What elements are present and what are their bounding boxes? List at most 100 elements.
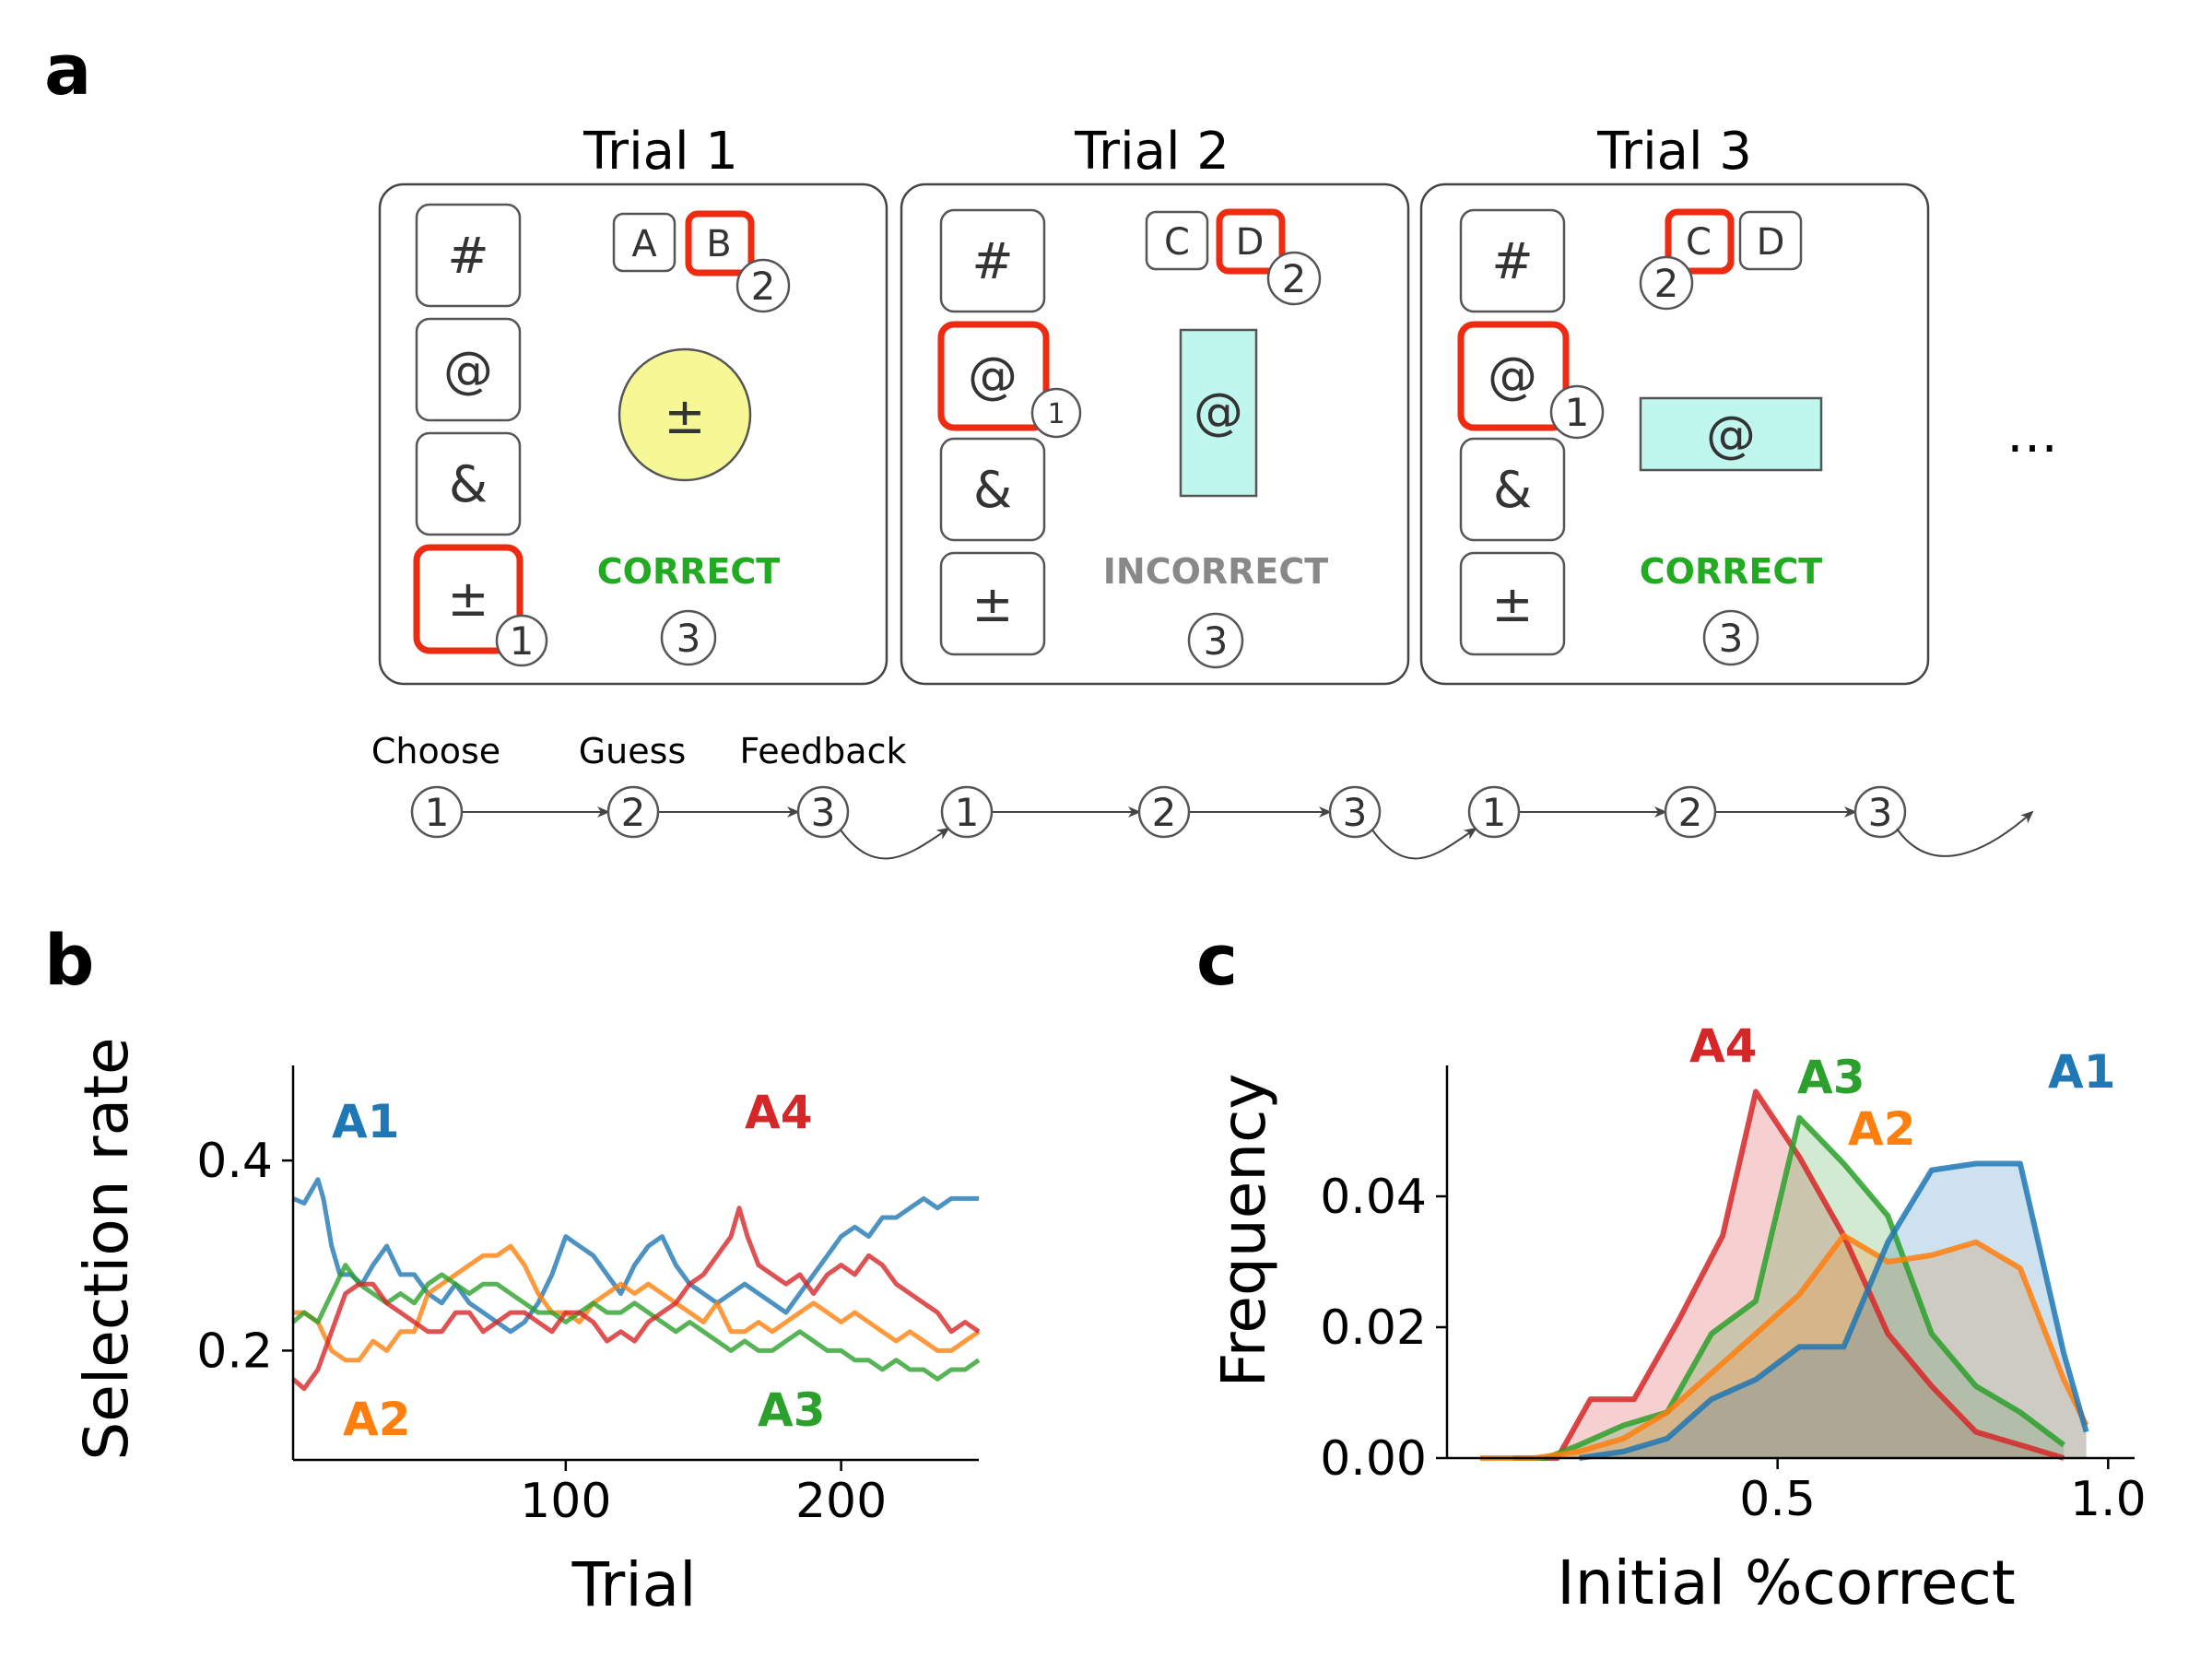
series-line-a2	[293, 1243, 981, 1363]
timeline-step-circle	[1853, 785, 1907, 839]
series-line-a1	[1579, 1160, 2089, 1461]
trial-2-option-3	[939, 437, 1046, 542]
trial-2-option-1	[939, 208, 1046, 313]
trial-2-guess-badge	[1266, 251, 1322, 306]
selection-rate-ylabel: Selection rate	[71, 1037, 142, 1460]
trial-1-option-4-symbol: ±	[447, 570, 488, 628]
selection-rate-x-tick-label: 100	[520, 1474, 611, 1529]
trial-3-option-4-symbol: ±	[1491, 575, 1533, 633]
series-label-a3-trial: A3	[758, 1383, 826, 1437]
frequency-axes: 0.5 1.0 0.00 0.02 0.04	[1320, 1065, 2147, 1527]
frequency-xlabel: Initial %correct	[1557, 1547, 2015, 1618]
trial-3-stimulus-rectangle	[1639, 396, 1823, 472]
panel-label-b: b	[44, 919, 94, 1001]
timeline-step-number: 1	[955, 790, 980, 835]
series-line-a1	[292, 1177, 979, 1335]
step-label-guess: Guess	[579, 731, 687, 771]
series-area-a3	[1512, 1117, 2065, 1458]
trial-2-option-3-symbol: &	[973, 461, 1012, 519]
trial-2-stimulus-rectangle	[1179, 328, 1258, 498]
series-label-a2-trial: A2	[343, 1393, 411, 1446]
step-label-choose: Choose	[371, 731, 500, 771]
series-label-a4-trial: A4	[745, 1086, 813, 1139]
trial-3-guess-badge	[1639, 255, 1694, 311]
selection-rate-series	[291, 1177, 981, 1392]
trial-3-option-2-symbol: @	[1488, 347, 1537, 405]
trial-2-choose-badge-number: 1	[1047, 398, 1065, 430]
trial-1-option-3-symbol: &	[449, 455, 488, 513]
trial-3-option-3-symbol: &	[1493, 461, 1532, 519]
trial-3-guess-selection	[1665, 208, 1735, 275]
trial-2-guess-badge-number: 2	[1282, 256, 1307, 301]
trial-3-guess-d-letter: D	[1757, 221, 1785, 264]
timeline-steps: 1 2 3 1 2 3 1 2 3	[410, 785, 2034, 860]
trial-2-guess-c-letter: C	[1164, 221, 1190, 264]
trial-1-option-1	[415, 203, 522, 308]
trial-2-feedback-badge-number: 3	[1204, 618, 1229, 664]
trial-3-feedback: CORRECT	[1640, 551, 1823, 592]
trial-3-choose-badge-number: 1	[1565, 390, 1590, 435]
timeline-step-number: 3	[811, 790, 836, 835]
series-label-a1-trial: A1	[332, 1095, 400, 1148]
trial-3-guess-badge-number: 2	[1654, 261, 1679, 306]
timeline-step-number: 2	[1152, 790, 1177, 835]
trial-3-option-4	[1459, 551, 1566, 656]
task-schematic: Trial 1 # @ & ± 1 A B 2 ± CORRECT 3	[371, 122, 2058, 860]
trial-2-panel: Trial 2 # @ & ± 1 C D 2 @ INCORRECT 3	[900, 122, 1410, 686]
trial-3-option-1-symbol: #	[1491, 232, 1533, 290]
trial-1-panel: Trial 1 # @ & ± 1 A B 2 ± CORRECT 3	[378, 122, 888, 686]
more-trials-ellipsis: …	[2006, 405, 2058, 465]
frequency-y-tick-label: 0.04	[1320, 1170, 1427, 1225]
timeline-step-circle	[940, 785, 994, 839]
trial-1-choose-badge	[495, 614, 548, 667]
frequency-ylabel: Frequency	[1208, 1074, 1279, 1388]
trial-1-stimulus-symbol: ±	[664, 387, 705, 445]
frequency-y-tick-label: 0.00	[1320, 1431, 1427, 1487]
timeline-step-circle	[1328, 785, 1382, 839]
trial-1-option-1-symbol: #	[447, 227, 488, 285]
selection-rate-xlabel: Trial	[571, 1549, 697, 1620]
series-label-a1-freq: A1	[2048, 1045, 2116, 1099]
trial-3-option-3	[1459, 437, 1566, 542]
trial-3-feedback-badge	[1702, 609, 1759, 666]
trial-1-option-2	[415, 317, 522, 422]
trial-2-guess-selection	[1216, 208, 1286, 275]
initial-correct-histogram: 0.5 1.0 0.00 0.02 0.04 Frequency Initial %co…	[1208, 1019, 2147, 1618]
frequency-series	[1479, 1088, 2089, 1461]
trial-1-title: Trial 1	[582, 122, 738, 182]
frequency-x-tick-label: 0.5	[1739, 1472, 1816, 1527]
selection-rate-y-tick-label: 0.4	[196, 1134, 273, 1189]
timeline-step-number: 1	[1482, 790, 1507, 835]
selection-rate-x-tick-label: 200	[795, 1474, 887, 1529]
trial-1-option-3	[415, 431, 522, 536]
timeline-step-circle	[1467, 785, 1521, 839]
trial-2-option-4	[939, 551, 1046, 656]
trial-3-feedback-badge-number: 3	[1719, 616, 1744, 661]
trial-1-guess-b-letter: B	[706, 223, 731, 265]
selection-rate-y-tick-label: 0.2	[196, 1324, 273, 1379]
frequency-x-tick-label: 1.0	[2070, 1472, 2147, 1527]
timeline-step-number: 2	[1678, 790, 1703, 835]
trial-3-choose-badge	[1549, 384, 1605, 440]
trial-1-guess-badge-number: 2	[751, 264, 776, 309]
trial-1-option-2-symbol: @	[443, 341, 493, 399]
step-label-feedback: Feedback	[740, 731, 907, 771]
trial-2-guess-c	[1145, 210, 1209, 271]
series-line-a4	[291, 1206, 981, 1392]
timeline-step-circle	[1137, 785, 1191, 839]
timeline-continue-arrow	[1896, 810, 2034, 857]
trial-3-guess-c-letter: C	[1686, 221, 1712, 264]
series-area-a1	[1579, 1163, 2087, 1458]
trial-1-choose-badge-number: 1	[510, 618, 535, 664]
trial-1-stimulus-circle	[618, 347, 752, 482]
timeline-next-trial-arrow	[839, 827, 950, 860]
series-line-a4	[1512, 1088, 2065, 1461]
selection-rate-axes: 100 200 0.2 0.4	[196, 1065, 979, 1529]
trial-1-guess-a	[612, 212, 677, 273]
series-label-a2-freq: A2	[1848, 1102, 1916, 1156]
trial-3-stimulus-symbol: @	[1706, 406, 1756, 464]
trial-1-option-selection	[413, 544, 524, 654]
timeline-step-circle	[1664, 785, 1717, 839]
